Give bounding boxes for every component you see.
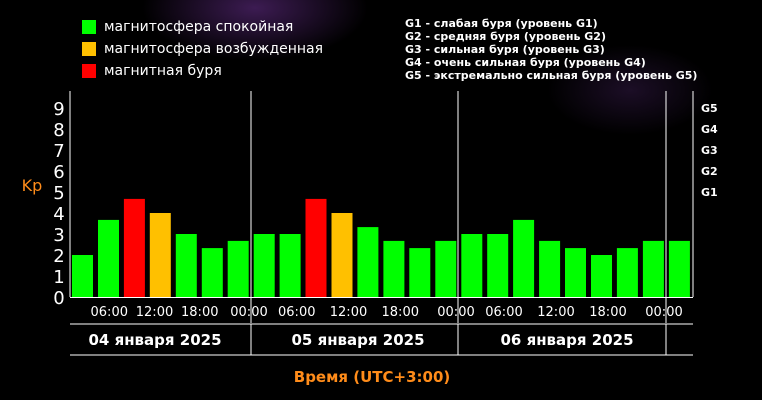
legend-swatch-storm — [82, 64, 96, 78]
g-level-tick-label: G1 — [701, 186, 718, 199]
kp-bar — [72, 255, 93, 297]
legend-item-quiet: магнитосфера спокойная — [82, 16, 323, 38]
y-tick-label: 7 — [53, 141, 64, 162]
legend-label-active: магнитосфера возбужденная — [104, 41, 324, 57]
day-label: 04 января 2025 — [88, 331, 221, 349]
storm-level-legend: G1 - слабая буря (уровень G1) G2 - средн… — [405, 17, 697, 82]
kp-bar — [227, 240, 249, 297]
storm-level-g1: G1 - слабая буря (уровень G1) — [405, 17, 598, 30]
g-level-tick-label: G3 — [701, 144, 718, 157]
kp-bar — [98, 219, 119, 297]
legend-label-storm: магнитная буря — [104, 63, 222, 79]
kp-bar — [201, 248, 223, 297]
time-tick-label: 12:00 — [330, 305, 367, 320]
kp-bar — [357, 227, 379, 297]
time-tick-label: 00:00 — [645, 305, 682, 320]
kp-bar — [331, 213, 353, 297]
kp-bar — [616, 248, 638, 297]
storm-level-g4: G4 - очень сильная буря (уровень G4) — [405, 56, 646, 69]
time-tick-label: 06:00 — [485, 305, 522, 320]
kp-bar — [435, 240, 457, 297]
legend-swatch-quiet — [82, 20, 96, 34]
storm-level-g2: G2 - средняя буря (уровень G2) — [405, 30, 606, 43]
kp-bar — [565, 248, 586, 297]
storm-level-g5: G5 - экстремально сильная буря (уровень … — [405, 69, 698, 82]
g-level-tick-label: G5 — [701, 102, 718, 115]
legend-item-active: магнитосфера возбужденная — [82, 38, 323, 60]
kp-bar — [668, 240, 690, 297]
kp-bar — [279, 234, 301, 297]
storm-level-g3: G3 - сильная буря (уровень G3) — [405, 43, 605, 56]
state-legend: магнитосфера спокойная магнитосфера возб… — [82, 16, 323, 82]
x-axis-label: Время (UTC+3:00) — [294, 368, 450, 386]
time-tick-label: 18:00 — [589, 305, 626, 320]
kp-bar — [513, 219, 535, 297]
time-tick-label: 12:00 — [136, 305, 173, 320]
legend-swatch-active — [82, 42, 96, 56]
time-tick-label: 06:00 — [278, 305, 315, 320]
kp-bar — [539, 240, 561, 297]
y-tick-label: 3 — [53, 225, 64, 246]
y-tick-label: 0 — [53, 288, 64, 309]
y-tick-label: 2 — [53, 246, 64, 267]
y-tick-label: 5 — [53, 183, 64, 204]
kp-bar — [409, 248, 431, 297]
y-tick-label: 9 — [53, 99, 64, 120]
time-tick-label: 18:00 — [382, 305, 419, 320]
kp-bar — [123, 198, 145, 297]
y-tick-label: 4 — [53, 204, 64, 225]
time-tick-label: 18:00 — [181, 305, 218, 320]
legend-label-quiet: магнитосфера спокойная — [104, 19, 294, 35]
y-tick-label: 8 — [53, 120, 64, 141]
g-level-tick-label: G2 — [701, 165, 718, 178]
time-tick-label: 00:00 — [437, 305, 474, 320]
legend-item-storm: магнитная буря — [82, 60, 323, 82]
kp-bar — [461, 234, 483, 297]
kp-bar — [383, 240, 405, 297]
day-label: 06 января 2025 — [500, 331, 633, 349]
kp-bar — [591, 255, 612, 297]
kp-bar — [253, 234, 275, 297]
kp-bar — [175, 234, 197, 297]
day-label: 05 января 2025 — [291, 331, 424, 349]
time-tick-label: 12:00 — [537, 305, 574, 320]
kp-bar — [642, 240, 664, 297]
time-tick-label: 06:00 — [91, 305, 128, 320]
y-axis-label: Kp — [22, 176, 43, 195]
g-level-tick-label: G4 — [701, 123, 718, 136]
time-tick-label: 00:00 — [230, 305, 267, 320]
kp-bar — [305, 198, 327, 297]
y-tick-label: 1 — [53, 267, 64, 288]
y-tick-label: 6 — [53, 162, 64, 183]
kp-bar — [149, 213, 171, 297]
kp-bar — [487, 234, 509, 297]
